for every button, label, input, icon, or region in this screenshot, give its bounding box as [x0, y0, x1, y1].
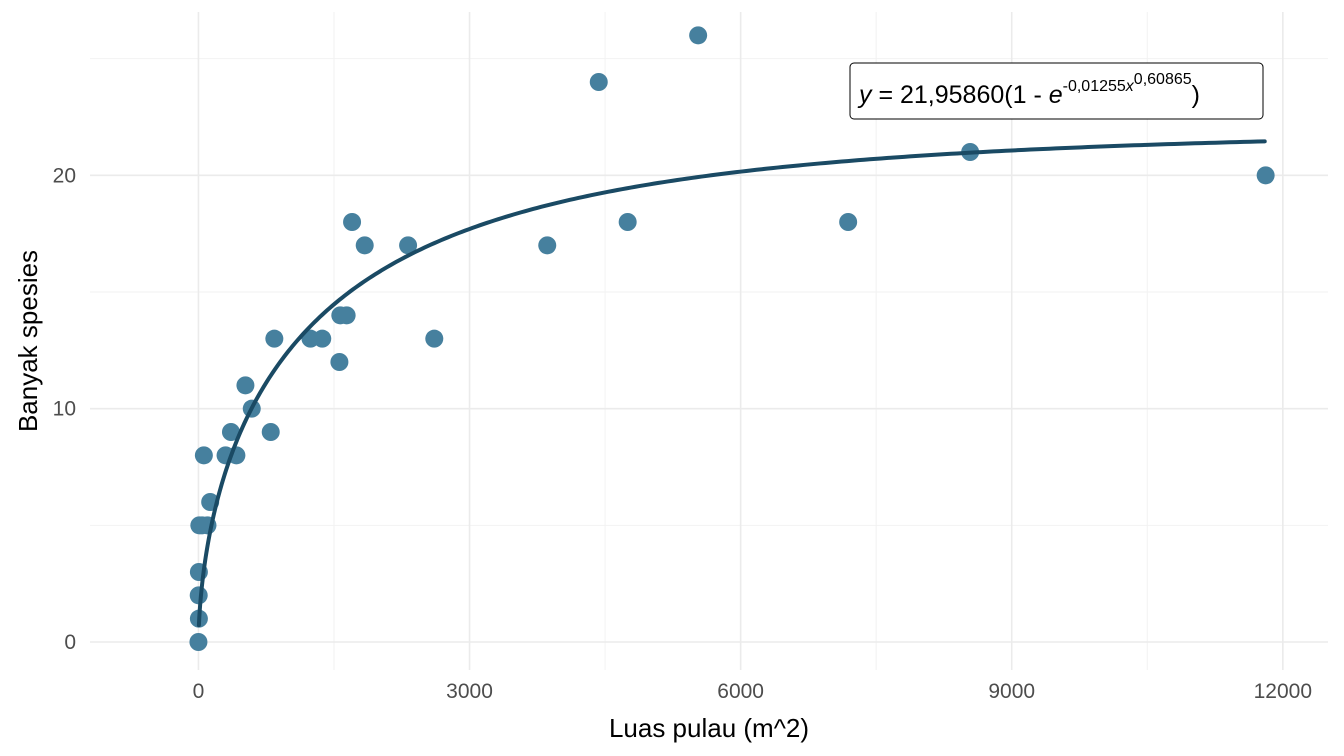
data-point	[221, 423, 240, 441]
x-axis-ticks: 0 3000 6000 9000 12000	[193, 680, 1312, 703]
x-tick-label: 3000	[446, 680, 493, 703]
data-point	[261, 423, 280, 441]
x-tick-label: 9000	[988, 680, 1035, 703]
data-point	[839, 213, 858, 231]
data-point	[538, 236, 557, 255]
data-point	[189, 633, 208, 651]
data-point	[343, 213, 362, 231]
eq-e-var: e	[1049, 81, 1063, 109]
data-point	[337, 306, 356, 325]
x-tick-label: 12000	[1254, 680, 1312, 703]
x-tick-label: 0	[193, 680, 205, 703]
y-tick-label: 0	[64, 631, 76, 654]
data-point	[313, 329, 332, 348]
fit-curve	[196, 139, 1267, 628]
data-point	[194, 446, 213, 465]
data-point	[1256, 166, 1275, 185]
fit-curve-layer	[196, 139, 1267, 628]
data-points	[189, 26, 1275, 651]
data-point	[618, 213, 637, 231]
data-point	[425, 329, 444, 348]
eq-equals: = 21,95860(1 -	[872, 81, 1049, 109]
eq-x-var: x	[1125, 78, 1135, 95]
eq-y-var: y	[857, 81, 873, 109]
equation-text: y = 21,95860(1 - e-0,01255x0,60865)	[857, 71, 1200, 109]
data-point	[265, 329, 284, 348]
eq-x-exp: 0,60865	[1134, 71, 1192, 88]
y-tick-label: 10	[53, 398, 76, 421]
y-axis-title: Banyak spesies	[13, 250, 43, 432]
grid-major	[90, 12, 1328, 670]
x-axis-title: Luas pulau (m^2)	[609, 713, 809, 743]
y-axis-ticks: 0 10 20	[53, 164, 76, 654]
equation-box	[849, 62, 1264, 120]
equation-label: y = 21,95860(1 - e-0,01255x0,60865)	[849, 62, 1264, 120]
y-tick-label: 20	[53, 164, 76, 187]
eq-close: )	[1192, 81, 1200, 109]
grid-minor	[90, 12, 1328, 670]
data-point	[589, 73, 608, 91]
data-point	[399, 236, 418, 255]
data-point	[330, 353, 349, 371]
data-point	[355, 236, 374, 255]
eq-exp-coef: -0,01255	[1063, 78, 1126, 95]
x-tick-label: 6000	[717, 680, 764, 703]
data-point	[689, 26, 708, 45]
data-point	[236, 376, 255, 395]
